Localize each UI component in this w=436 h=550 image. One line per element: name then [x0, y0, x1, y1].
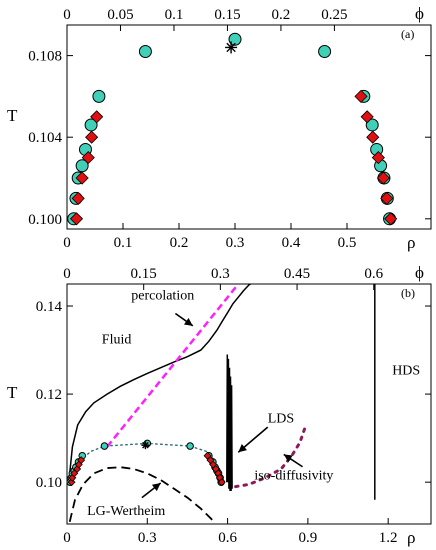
data-point-diamond [71, 191, 85, 205]
x-tick-label: 1.2 [379, 530, 398, 546]
data-point-circle [92, 89, 106, 103]
series-line [106, 284, 240, 448]
label-iso-diffusivity: iso-diffusivity [254, 469, 333, 484]
star-stroke [226, 42, 236, 53]
y-axis-label: T [7, 106, 18, 125]
data-point-diamond [69, 212, 84, 226]
label-fluid: Fluid [102, 332, 132, 347]
data-point-star [141, 441, 150, 450]
arrow-lg-wertheim-head [151, 483, 161, 492]
label-hds: HDS [392, 363, 420, 378]
y-tick-label: 0.100 [28, 212, 62, 228]
x-tick-label: 0.5 [338, 235, 357, 251]
y-tick-label: 0.12 [36, 387, 62, 403]
x2-tick-label: 0.15 [131, 266, 157, 282]
data-point-diamond [360, 110, 374, 124]
data-point-diamond [77, 456, 86, 465]
x-tick-label: 0.1 [114, 235, 133, 251]
annotations: Fluid percolation LDS HDS iso-diffusivity LG-… [87, 288, 420, 519]
series-line [71, 442, 223, 483]
x2-axis-label: ϕ [415, 263, 424, 282]
plot-frame [66, 24, 432, 230]
series-line [68, 284, 253, 474]
arrow-lds-head [238, 443, 247, 453]
data-point-diamond [380, 191, 394, 205]
x2-tick-label: 0.25 [321, 7, 347, 23]
x2-tick-label: 0.2 [272, 7, 291, 23]
data-point-diamond [75, 171, 89, 185]
data-point-diamond [81, 151, 95, 165]
x2-tick-label: 0.45 [284, 266, 310, 282]
data-point-diamond [371, 151, 385, 165]
y-axis-label: T [7, 383, 18, 402]
x2-tick-label: 0.3 [211, 266, 230, 282]
label-percolation: percolation [131, 288, 194, 303]
x-tick-label: 0.3 [226, 235, 245, 251]
x-tick-label: 0.2 [170, 235, 189, 251]
x-tick-label: 0.9 [299, 530, 318, 546]
data-point-diamond [85, 130, 99, 144]
arrow-percolation-head [183, 317, 193, 326]
series-line [68, 466, 215, 523]
data-point-star [225, 41, 238, 54]
data-point-diamond [384, 212, 398, 226]
data-point-circle [186, 442, 194, 450]
data-point-circle [138, 45, 152, 59]
data-point-circle [365, 118, 379, 132]
x2-tick-label: 0.6 [364, 266, 383, 282]
data-point-diamond [354, 89, 368, 103]
series-line [226, 354, 233, 492]
data-point-circle [228, 32, 242, 46]
x2-tick-label: 0 [63, 266, 71, 282]
panel-b: 0 0.3 0.6 0.9 1.2 0 0.15 0.3 0.45 0.6 0.10 0.12 0.14… [7, 263, 432, 547]
x-tick-label: 0 [63, 530, 71, 546]
data-point-diamond [217, 478, 226, 487]
data-point-diamond [90, 110, 104, 124]
arrow-iso-diffusivity-head [283, 454, 293, 463]
panel-a: 0 0.1 0.2 0.3 0.4 0.5 0 0.05 0.1 0.15 0.2 0.25 0.100… [7, 4, 432, 252]
x2-axis-label: ϕ [415, 4, 424, 23]
label-lg-wertheim: LG-Wertheim [87, 504, 165, 519]
data-point-circle [100, 442, 109, 450]
data-point-circle [318, 45, 332, 59]
y-tick-label: 0.104 [28, 130, 62, 146]
label-lds: LDS [268, 412, 294, 427]
x2-tick-label: 0.1 [165, 7, 184, 23]
plot-frame [66, 283, 432, 525]
x2-tick-label: 0.05 [107, 7, 133, 23]
x-axis-label: ρ [407, 528, 415, 547]
data-layer [67, 32, 398, 226]
x-tick-label: 0.3 [138, 530, 157, 546]
star-stroke [142, 441, 149, 449]
x2-tick-label: 0.15 [214, 7, 240, 23]
panel-label: (b) [401, 286, 415, 300]
data-point-diamond [366, 130, 380, 144]
x-tick-label: 0.4 [282, 235, 301, 251]
x2-tick-label: 0 [63, 7, 71, 23]
x-axis-label: ρ [407, 233, 415, 252]
y-tick-label: 0.14 [36, 299, 63, 315]
data-point-circle [84, 118, 98, 132]
y-tick-label: 0.10 [36, 475, 62, 491]
x-tick-label: 0.6 [218, 530, 237, 546]
data-layer [67, 284, 376, 523]
panel-label: (a) [401, 27, 414, 41]
x-tick-label: 0 [63, 235, 71, 251]
y-tick-label: 0.108 [28, 49, 62, 65]
data-point-diamond [376, 171, 390, 185]
